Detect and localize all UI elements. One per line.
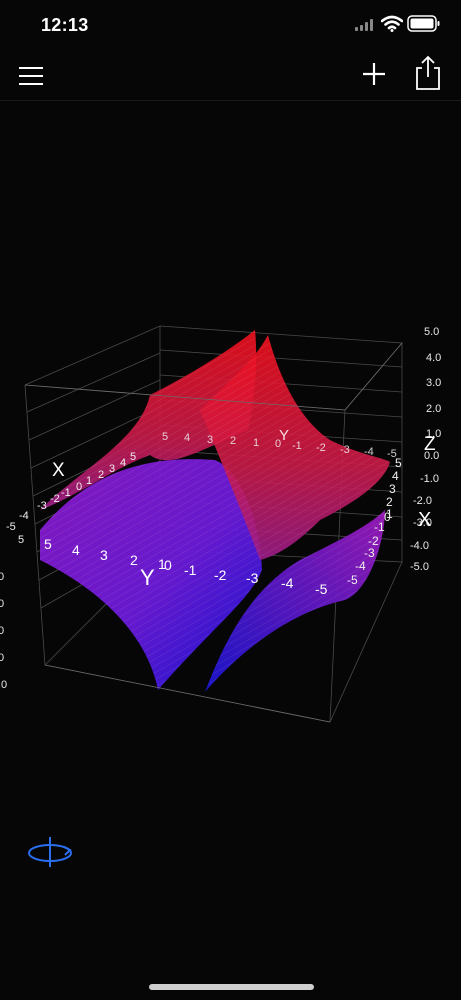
y-tick-back: -4 bbox=[364, 446, 374, 458]
y-tick-back: 5 bbox=[162, 431, 168, 443]
x-tick-right: 3 bbox=[389, 482, 396, 496]
x-axis-back-ticks: -5 -4 -3 -2 -1 0 1 2 3 4 5 bbox=[6, 451, 136, 533]
left-z-ticks: 0 0 0 0 .0 bbox=[0, 571, 7, 691]
y-axis-front-ticks: 5 4 3 2 1 0 -1 -2 -3 -4 -5 bbox=[44, 536, 328, 597]
x-tick-right: -5 bbox=[347, 573, 358, 587]
z-tick: 1.0 bbox=[426, 428, 441, 440]
z-tick: -4.0 bbox=[410, 540, 429, 552]
y-tick-back: -2 bbox=[316, 442, 326, 454]
z-tick: 5.0 bbox=[424, 326, 439, 338]
x-tick-right: -3 bbox=[364, 546, 375, 560]
x-tick-back: -4 bbox=[19, 510, 29, 522]
axis-title-y-back: Y bbox=[279, 427, 289, 444]
x-tick-back: 2 bbox=[98, 469, 104, 481]
left-z-tick: 0 bbox=[0, 625, 4, 637]
plot-box-front bbox=[24, 342, 403, 723]
plus-icon bbox=[363, 63, 385, 85]
z-axis-ticks: 5.0 4.0 3.0 2.0 1.0 0.0 -1.0 -2.0 -3.0 -… bbox=[410, 326, 441, 573]
z-tick: -3.0 bbox=[413, 517, 432, 529]
y-tick: -3 bbox=[246, 570, 259, 586]
x-tick-right: -4 bbox=[355, 559, 366, 573]
z-tick: 4.0 bbox=[426, 352, 441, 364]
x-tick-back: -1 bbox=[61, 487, 71, 499]
status-time: 12:13 bbox=[41, 15, 89, 35]
y-tick: 3 bbox=[100, 547, 108, 563]
y-tick-back: 0 bbox=[275, 438, 281, 450]
left-z-tick: .0 bbox=[0, 679, 7, 691]
y-tick-back: 1 bbox=[253, 437, 259, 449]
x-tick-back: 1 bbox=[86, 475, 92, 487]
left-z-tick: 0 bbox=[0, 652, 4, 664]
3d-graph-view[interactable]: 5.0 4.0 3.0 2.0 1.0 0.0 -1.0 -2.0 -3.0 -… bbox=[0, 101, 461, 901]
axis-title-y-front: Y bbox=[140, 565, 155, 590]
y-tick-back: 2 bbox=[230, 435, 236, 447]
toolbar bbox=[0, 50, 461, 101]
x-tick-right: 0 bbox=[384, 510, 391, 524]
share-button[interactable] bbox=[414, 55, 442, 91]
x-tick-back: -2 bbox=[50, 493, 60, 505]
z-tick: 0.0 bbox=[424, 450, 439, 462]
x-tick-back: -5 bbox=[6, 521, 16, 533]
z-tick: -1.0 bbox=[420, 473, 439, 485]
x-tick-right: 4 bbox=[392, 469, 399, 483]
x-tick-back: 3 bbox=[109, 463, 115, 475]
left-z-tick: 0 bbox=[0, 571, 4, 583]
x-tick-back: 0 bbox=[76, 481, 82, 493]
add-button[interactable] bbox=[360, 60, 388, 88]
x-tick-right: 5 bbox=[395, 456, 402, 470]
y-tick: -1 bbox=[184, 562, 197, 578]
auto-rotate-button[interactable] bbox=[24, 833, 76, 871]
y-tick: 0 bbox=[164, 557, 172, 573]
x-tick-right: -1 bbox=[374, 520, 385, 534]
y-tick-back: 4 bbox=[184, 432, 190, 444]
y-tick: 1 bbox=[158, 556, 166, 572]
y-tick: 2 bbox=[130, 552, 138, 568]
y-tick-back: -1 bbox=[292, 440, 302, 452]
x-tick-back: -3 bbox=[37, 500, 47, 512]
x-tick-right: 2 bbox=[386, 495, 393, 509]
y-axis-back-ticks: 5 4 3 2 1 0 -1 -2 -3 -4 -5 bbox=[162, 431, 397, 460]
y-tick: 4 bbox=[72, 542, 80, 558]
x-tick-right: -2 bbox=[368, 534, 379, 548]
x-tick-back: 4 bbox=[120, 457, 126, 469]
y-tick: -2 bbox=[214, 567, 227, 583]
x-axis-right-ticks: 5 4 3 2 1 0 -1 -2 -3 -4 -5 bbox=[347, 456, 402, 587]
y-tick: -5 bbox=[315, 581, 328, 597]
axis-title-x-back: X bbox=[52, 460, 65, 481]
status-bar: 12:13 bbox=[0, 0, 461, 50]
axis-title-z: Z bbox=[424, 434, 436, 455]
menu-button[interactable] bbox=[18, 65, 44, 87]
left-z-tick: 0 bbox=[0, 598, 4, 610]
z-tick: -2.0 bbox=[413, 495, 432, 507]
y-tick: -4 bbox=[281, 575, 294, 591]
y-tick-back: -3 bbox=[340, 444, 350, 456]
wifi-icon bbox=[381, 15, 403, 32]
hamburger-menu-icon bbox=[19, 67, 43, 85]
cellular-signal-icon bbox=[355, 19, 373, 31]
y-tick: 5 bbox=[44, 536, 52, 552]
rotate-icon bbox=[28, 837, 72, 867]
z-tick: 2.0 bbox=[426, 403, 441, 415]
x-tick-extra: 5 bbox=[18, 534, 24, 546]
z-tick: -5.0 bbox=[410, 561, 429, 573]
axis-title-x-right: X bbox=[418, 509, 431, 531]
y-tick-back: -5 bbox=[387, 448, 397, 460]
x-tick-right: 1 bbox=[386, 507, 393, 521]
share-icon bbox=[416, 55, 440, 90]
z-tick: 3.0 bbox=[426, 377, 441, 389]
battery-icon bbox=[407, 15, 440, 32]
x-tick-back: 5 bbox=[130, 451, 136, 463]
home-indicator[interactable] bbox=[149, 984, 314, 990]
y-tick-back: 3 bbox=[207, 434, 213, 446]
